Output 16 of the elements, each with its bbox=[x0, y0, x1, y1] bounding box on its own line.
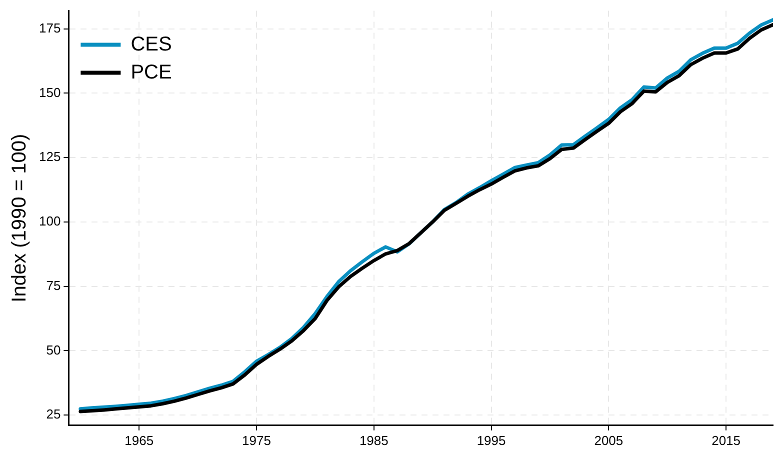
x-tick-label: 1985 bbox=[359, 432, 388, 448]
legend-label: CES bbox=[130, 33, 172, 56]
y-tick-label: 100 bbox=[38, 214, 61, 229]
x-tick-label: 1965 bbox=[124, 432, 154, 448]
y-tick-label: 25 bbox=[46, 406, 61, 422]
x-tick-label: 1975 bbox=[242, 432, 271, 448]
y-axis-title: Index (1990 = 100) bbox=[8, 134, 31, 302]
y-tick-label: 75 bbox=[46, 278, 61, 293]
x-tick-label: 2005 bbox=[594, 432, 624, 448]
y-tick-label: 150 bbox=[38, 84, 61, 100]
x-tick-label: 2015 bbox=[712, 432, 741, 448]
x-tick-label: 1995 bbox=[476, 432, 506, 448]
y-tick-label: 175 bbox=[38, 20, 61, 36]
y-tick-label: 125 bbox=[38, 149, 61, 164]
y-tick-label: 50 bbox=[46, 342, 61, 358]
legend-label: PCE bbox=[130, 61, 172, 84]
